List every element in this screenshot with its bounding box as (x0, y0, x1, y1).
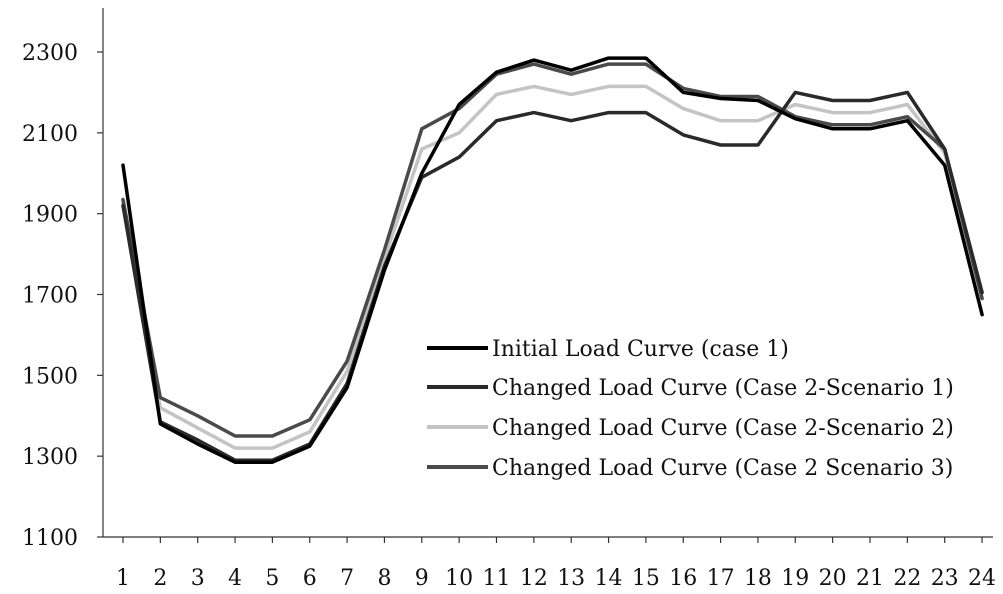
y-tick-label: 1300 (22, 445, 78, 470)
x-tick-label: 1 (116, 566, 130, 591)
x-tick-label: 14 (595, 566, 623, 591)
y-tick-label: 1900 (22, 203, 78, 228)
x-tick-label: 24 (968, 566, 996, 591)
series-line-2 (121, 90, 984, 462)
x-tick-label: 4 (228, 566, 242, 591)
x-tick-label: 6 (303, 566, 317, 591)
y-tick-label: 2100 (22, 122, 78, 147)
x-tick-label: 15 (632, 566, 660, 591)
x-tick-label: 7 (340, 566, 354, 591)
x-tick-label: 3 (191, 566, 205, 591)
x-tick-label: 22 (893, 566, 921, 591)
x-tick-label: 23 (931, 566, 959, 591)
x-tick-label: 9 (415, 566, 429, 591)
legend: Initial Load Curve (case 1) Changed Load … (427, 337, 954, 481)
x-tick-label: 10 (445, 566, 473, 591)
legend-label-3: Changed Load Curve (Case 2-Scenario 2) (492, 416, 954, 441)
y-tick-label: 1100 (22, 526, 78, 551)
series-line-4 (121, 62, 984, 438)
x-tick-label: 17 (707, 566, 735, 591)
x-tick-label: 16 (669, 566, 697, 591)
x-tick-label: 12 (520, 566, 548, 591)
x-tick-label: 20 (819, 566, 847, 591)
legend-label-1: Initial Load Curve (case 1) (492, 337, 789, 362)
y-tick-label: 1500 (22, 364, 78, 389)
series-line-3 (121, 84, 984, 450)
x-tick-label: 21 (856, 566, 884, 591)
x-tick-label: 8 (377, 566, 391, 591)
x-tick-label: 11 (483, 566, 511, 591)
y-tick-label: 1700 (22, 284, 78, 309)
y-tick-label: 2300 (22, 41, 78, 66)
series-line-1 (121, 56, 984, 464)
legend-label-4: Changed Load Curve (Case 2 Scenario 3) (492, 456, 953, 481)
x-tick-label: 18 (744, 566, 772, 591)
x-tick-label: 13 (557, 566, 585, 591)
x-tick-label: 5 (265, 566, 279, 591)
legend-label-2: Changed Load Curve (Case 2-Scenario 1) (492, 376, 954, 401)
series-layer (121, 56, 984, 464)
x-tick-label: 2 (153, 566, 167, 591)
x-tick-label: 19 (781, 566, 809, 591)
